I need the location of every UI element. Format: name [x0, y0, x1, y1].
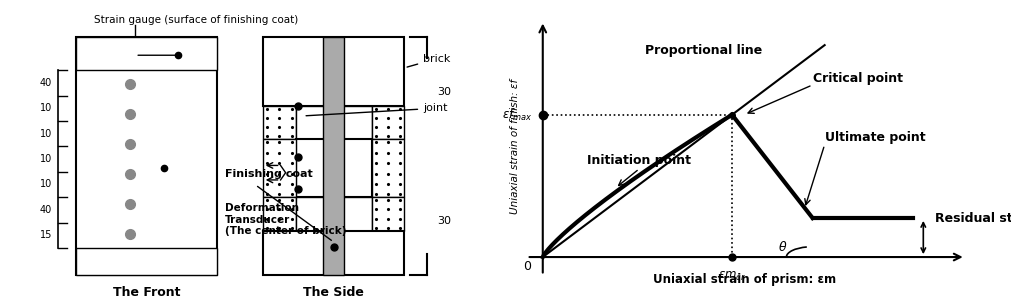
Bar [76, 37, 217, 70]
Bar [372, 106, 404, 139]
Text: 10: 10 [39, 154, 53, 164]
Bar [263, 37, 404, 106]
Text: Proportional line: Proportional line [645, 44, 762, 57]
Text: 15: 15 [39, 230, 53, 240]
Text: Initiation point: Initiation point [587, 154, 692, 167]
Text: θ: θ [778, 241, 787, 254]
Bar [263, 231, 404, 275]
Bar [76, 248, 217, 275]
Text: $\varepsilon m_{cr}$: $\varepsilon m_{cr}$ [718, 270, 746, 283]
Bar [296, 139, 372, 197]
Bar [296, 106, 372, 139]
Text: 0: 0 [523, 260, 531, 273]
Text: $\varepsilon f_{max}$: $\varepsilon f_{max}$ [502, 107, 533, 123]
Bar [76, 37, 217, 275]
Text: 30: 30 [437, 215, 451, 226]
Text: Uniaxial strain of prism: εm: Uniaxial strain of prism: εm [652, 274, 836, 286]
Text: 40: 40 [39, 78, 53, 88]
Bar [263, 139, 296, 197]
Text: Strain gauge (surface of finishing coat): Strain gauge (surface of finishing coat) [94, 15, 298, 25]
Bar [324, 37, 344, 275]
Text: 10: 10 [39, 103, 53, 114]
Text: 30: 30 [437, 87, 451, 97]
Text: The Side: The Side [303, 286, 364, 299]
Text: 40: 40 [39, 205, 53, 215]
Text: Residual strain: Residual strain [935, 211, 1011, 225]
Text: Finishing coat: Finishing coat [224, 169, 312, 179]
Text: Ultimate point: Ultimate point [825, 131, 925, 144]
Text: 10: 10 [39, 180, 53, 189]
Bar [372, 197, 404, 231]
Bar [263, 106, 296, 139]
Text: The Front: The Front [113, 286, 180, 299]
Text: Deformation
Transducer
(The center of brick): Deformation Transducer (The center of br… [224, 203, 347, 236]
Text: 10: 10 [39, 129, 53, 139]
Bar [372, 139, 404, 197]
Bar [263, 197, 296, 231]
Text: joint: joint [306, 103, 448, 116]
Text: Critical point: Critical point [813, 72, 903, 84]
Text: brick: brick [407, 54, 451, 67]
Bar [296, 197, 372, 231]
Text: Uniaxial strain of finish: εf: Uniaxial strain of finish: εf [510, 79, 520, 215]
